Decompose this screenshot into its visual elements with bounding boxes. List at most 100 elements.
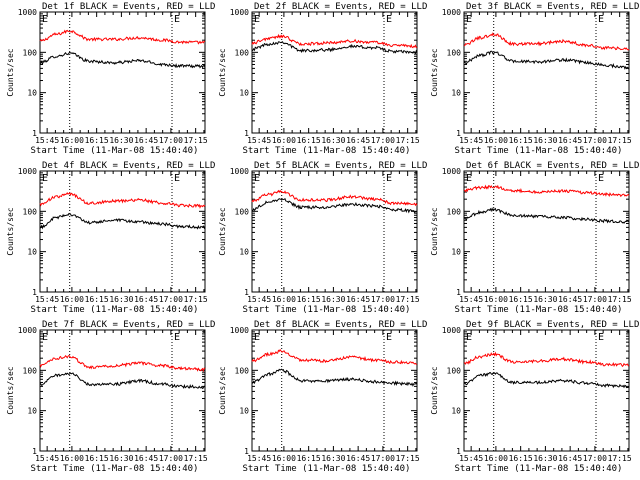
plot-frame (251, 170, 418, 293)
plot-frame (39, 329, 206, 452)
x-tick-label: 16:45 (134, 454, 158, 463)
y-tick-label: 10 (239, 89, 249, 98)
y-tick-label: 10 (27, 407, 37, 416)
plot-frame (463, 11, 630, 134)
x-tick-label: 16:15 (85, 295, 109, 304)
event-marker-label: E (386, 14, 392, 25)
y-tick-label: 100 (447, 48, 462, 57)
y-axis-label: Counts/sec (6, 207, 15, 255)
x-tick-label: 16:30 (533, 295, 557, 304)
y-tick-label: 1 (32, 129, 37, 138)
x-tick-label: 16:45 (346, 295, 370, 304)
x-tick-label: 16:45 (558, 454, 582, 463)
panel-title: Det 3f BLACK = Events, RED = LLD (466, 2, 639, 12)
y-axis-label: Counts/sec (6, 366, 15, 414)
x-axis-label: Start Time (11-Mar-08 15:40:40) (31, 464, 199, 474)
event-marker-label: E (598, 173, 604, 184)
y-tick-label: 1000 (230, 8, 249, 17)
x-tick-label: 15:45 (247, 136, 271, 145)
y-tick-label: 100 (23, 48, 38, 57)
chart-panel-2: Det 2f BLACK = Events, RED = LLD 1 10 100 10… (218, 2, 427, 156)
y-tick-label: 1000 (442, 8, 461, 17)
y-tick-label: 1 (244, 288, 249, 297)
panel-title: Det 4f BLACK = Events, RED = LLD (42, 161, 215, 171)
y-tick-label: 1000 (18, 8, 37, 17)
x-tick-label: 17:15 (184, 136, 208, 145)
x-tick-label: 16:15 (297, 136, 321, 145)
x-tick-label: 17:00 (371, 136, 395, 145)
plot-frame (251, 329, 418, 452)
x-tick-label: 15:45 (35, 136, 59, 145)
y-axis-label: Counts/sec (6, 48, 15, 96)
series-events-line (39, 212, 206, 230)
y-tick-label: 1 (456, 288, 461, 297)
y-tick-label: 100 (23, 207, 38, 216)
series-lld-line (251, 348, 418, 365)
chart-panel-9: Det 9f BLACK = Events, RED = LLD 1 10 100 10… (430, 320, 639, 474)
y-tick-label: 1000 (230, 167, 249, 176)
series-lld-line (463, 184, 630, 198)
y-tick-label: 10 (27, 89, 37, 98)
x-tick-label: 17:00 (583, 295, 607, 304)
x-tick-label: 16:00 (272, 295, 296, 304)
y-tick-label: 10 (239, 248, 249, 257)
x-tick-label: 16:45 (346, 136, 370, 145)
event-marker-label: E (42, 332, 48, 343)
y-tick-label: 1 (32, 288, 37, 297)
panel-title: Det 2f BLACK = Events, RED = LLD (254, 2, 427, 12)
x-tick-label: 16:00 (484, 454, 508, 463)
series-events-line (251, 41, 418, 55)
y-axis-label: Counts/sec (430, 366, 439, 414)
event-marker-label: E (254, 173, 260, 184)
x-tick-label: 16:00 (272, 454, 296, 463)
x-tick-label: 15:45 (459, 454, 483, 463)
x-tick-label: 16:15 (297, 295, 321, 304)
event-marker-label: E (174, 14, 180, 25)
panel-title: Det 1f BLACK = Events, RED = LLD (42, 2, 215, 12)
x-tick-label: 17:15 (396, 136, 420, 145)
x-tick-label: 17:00 (159, 136, 183, 145)
event-marker-label: E (42, 14, 48, 25)
x-tick-label: 16:00 (60, 136, 84, 145)
y-tick-label: 1000 (442, 326, 461, 335)
plot-frame (39, 11, 206, 134)
x-tick-label: 15:45 (459, 295, 483, 304)
x-tick-label: 16:00 (60, 454, 84, 463)
y-axis-label: Counts/sec (430, 48, 439, 96)
y-axis-label: Counts/sec (218, 48, 227, 96)
x-axis-label: Start Time (11-Mar-08 15:40:40) (31, 305, 199, 315)
plot-frame (463, 170, 630, 293)
y-tick-label: 100 (447, 207, 462, 216)
x-tick-label: 17:15 (396, 454, 420, 463)
chart-panel-8: Det 8f BLACK = Events, RED = LLD 1 10 100 10… (218, 320, 427, 474)
x-tick-label: 17:15 (184, 454, 208, 463)
y-tick-label: 10 (239, 407, 249, 416)
y-tick-label: 1000 (18, 326, 37, 335)
x-tick-label: 16:45 (134, 295, 158, 304)
event-marker-label: E (174, 173, 180, 184)
event-marker-label: E (598, 332, 604, 343)
y-tick-label: 10 (451, 407, 461, 416)
y-tick-label: 1000 (442, 167, 461, 176)
y-tick-label: 100 (235, 48, 250, 57)
series-lld-line (39, 354, 206, 373)
y-tick-label: 1 (244, 447, 249, 456)
x-tick-label: 16:15 (509, 295, 533, 304)
x-tick-label: 17:15 (184, 295, 208, 304)
x-tick-label: 16:30 (109, 136, 133, 145)
series-lld-line (464, 32, 630, 51)
x-axis-label: Start Time (11-Mar-08 15:40:40) (455, 305, 623, 315)
series-events-line (463, 207, 630, 224)
x-tick-label: 16:30 (321, 454, 345, 463)
y-tick-label: 1 (244, 129, 249, 138)
y-tick-label: 1000 (230, 326, 249, 335)
chart-panel-7: Det 7f BLACK = Events, RED = LLD 1 10 100 10… (6, 320, 215, 474)
event-marker-label: E (174, 332, 180, 343)
x-tick-label: 17:00 (159, 454, 183, 463)
series-lld-line (39, 29, 206, 45)
x-tick-label: 17:00 (159, 295, 183, 304)
x-tick-label: 16:00 (484, 136, 508, 145)
x-tick-label: 16:30 (109, 295, 133, 304)
series-lld-line (251, 33, 418, 49)
x-tick-label: 16:00 (272, 136, 296, 145)
